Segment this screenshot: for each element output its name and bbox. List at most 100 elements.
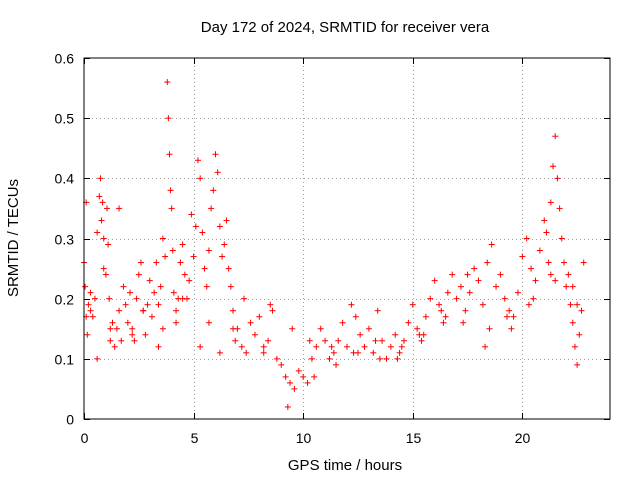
data-point: [365, 325, 372, 332]
data-point: [127, 289, 134, 296]
data-point: [265, 337, 272, 344]
data-point: [396, 349, 403, 356]
data-point: [313, 343, 320, 350]
data-point: [486, 325, 493, 332]
data-point: [100, 235, 107, 242]
data-point: [135, 271, 142, 278]
data-point: [532, 277, 539, 284]
data-point: [230, 325, 237, 332]
x-tick-label: 15: [406, 430, 422, 446]
y-tick-label: 0.4: [55, 171, 75, 187]
data-point: [379, 337, 386, 344]
data-point: [205, 247, 212, 254]
data-point: [291, 385, 298, 392]
data-point: [151, 289, 158, 296]
data-point: [497, 271, 504, 278]
data-point: [164, 79, 171, 86]
data-point: [104, 205, 111, 212]
data-point: [479, 301, 486, 308]
data-point: [503, 313, 510, 320]
data-point: [519, 253, 526, 260]
data-point: [400, 337, 407, 344]
data-point: [208, 205, 215, 212]
data-point: [398, 343, 405, 350]
data-point: [168, 205, 175, 212]
data-point: [392, 331, 399, 338]
data-point: [506, 307, 513, 314]
data-point: [214, 169, 221, 176]
data-point: [94, 229, 101, 236]
data-point: [260, 349, 267, 356]
data-point: [167, 187, 174, 194]
data-point: [541, 217, 548, 224]
data-point: [547, 271, 554, 278]
data-point: [350, 349, 357, 356]
data-point: [94, 355, 101, 362]
data-point: [436, 301, 443, 308]
data-point: [543, 229, 550, 236]
data-point: [124, 319, 131, 326]
x-tick-label: 10: [296, 430, 312, 446]
data-point: [536, 247, 543, 254]
data-point: [449, 271, 456, 278]
data-point: [166, 151, 173, 158]
data-point: [304, 379, 311, 386]
data-point: [118, 337, 125, 344]
data-point: [418, 337, 425, 344]
data-point: [300, 373, 307, 380]
data-point: [563, 283, 570, 290]
data-point: [370, 349, 377, 356]
data-point: [97, 175, 104, 182]
data-point: [120, 283, 127, 290]
data-point: [146, 277, 153, 284]
y-tick-label: 0.6: [55, 51, 75, 67]
data-point: [578, 307, 585, 314]
data-point: [165, 115, 172, 122]
data-point: [308, 355, 315, 362]
data-point: [210, 187, 217, 194]
x-tick-label: 0: [81, 430, 89, 446]
data-point: [181, 271, 188, 278]
data-point: [111, 343, 118, 350]
x-axis-label: GPS time / hours: [288, 457, 402, 474]
data-point: [216, 223, 223, 230]
data-point: [311, 373, 318, 380]
data-point: [444, 289, 451, 296]
data-point: [282, 373, 289, 380]
data-point: [173, 319, 180, 326]
data-point: [197, 175, 204, 182]
data-point: [99, 199, 106, 206]
data-point: [547, 199, 554, 206]
data-point: [232, 337, 239, 344]
data-point: [394, 355, 401, 362]
data-point: [414, 325, 421, 332]
data-point: [140, 307, 147, 314]
y-tick-label: 0.2: [55, 292, 75, 308]
data-point: [464, 271, 471, 278]
data-point: [574, 361, 581, 368]
data-point: [387, 343, 394, 350]
data-point: [162, 253, 169, 260]
data-point: [247, 319, 254, 326]
data-point: [106, 295, 113, 302]
data-point: [405, 319, 412, 326]
data-point: [87, 289, 94, 296]
data-point: [438, 307, 445, 314]
data-point: [203, 283, 210, 290]
data-point: [260, 343, 267, 350]
data-point: [508, 325, 515, 332]
data-point: [306, 337, 313, 344]
data-point: [144, 301, 151, 308]
data-point: [440, 319, 447, 326]
data-point: [273, 355, 280, 362]
data-point: [129, 331, 136, 338]
data-point: [287, 379, 294, 386]
x-tick-label: 20: [515, 430, 531, 446]
data-point: [484, 259, 491, 266]
data-point: [574, 301, 581, 308]
data-point: [225, 265, 232, 272]
data-point: [556, 205, 563, 212]
data-point: [89, 313, 96, 320]
data-point: [85, 301, 92, 308]
